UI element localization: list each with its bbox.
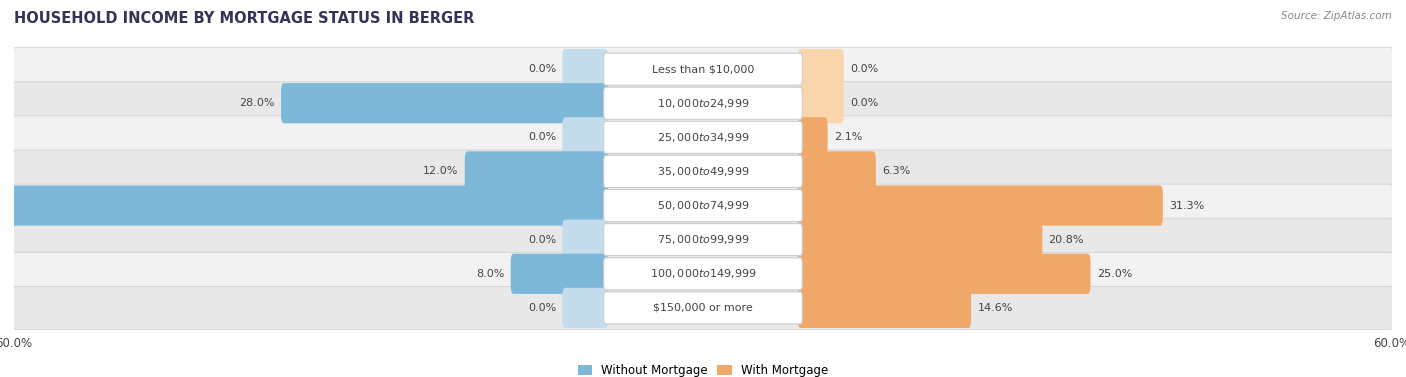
FancyBboxPatch shape [797, 288, 972, 328]
FancyBboxPatch shape [797, 219, 1042, 260]
FancyBboxPatch shape [603, 121, 803, 153]
Legend: Without Mortgage, With Mortgage: Without Mortgage, With Mortgage [578, 365, 828, 377]
Text: Less than $10,000: Less than $10,000 [652, 64, 754, 74]
Text: 25.0%: 25.0% [1097, 269, 1132, 279]
FancyBboxPatch shape [14, 82, 1392, 125]
Text: $50,000 to $74,999: $50,000 to $74,999 [657, 199, 749, 212]
Text: $10,000 to $24,999: $10,000 to $24,999 [657, 97, 749, 110]
Text: $35,000 to $49,999: $35,000 to $49,999 [657, 165, 749, 178]
Text: 0.0%: 0.0% [527, 303, 555, 313]
FancyBboxPatch shape [465, 151, 609, 192]
FancyBboxPatch shape [603, 292, 803, 324]
FancyBboxPatch shape [510, 254, 609, 294]
Text: 0.0%: 0.0% [527, 234, 555, 245]
FancyBboxPatch shape [797, 254, 1091, 294]
FancyBboxPatch shape [562, 288, 609, 328]
Text: 0.0%: 0.0% [851, 64, 879, 74]
Text: 0.0%: 0.0% [527, 64, 555, 74]
Text: Source: ZipAtlas.com: Source: ZipAtlas.com [1281, 11, 1392, 21]
Text: 20.8%: 20.8% [1049, 234, 1084, 245]
FancyBboxPatch shape [6, 185, 609, 226]
Text: $100,000 to $149,999: $100,000 to $149,999 [650, 267, 756, 280]
FancyBboxPatch shape [14, 48, 1392, 90]
Text: 14.6%: 14.6% [977, 303, 1012, 313]
FancyBboxPatch shape [603, 87, 803, 119]
Text: 0.0%: 0.0% [851, 98, 879, 108]
FancyBboxPatch shape [14, 116, 1392, 159]
FancyBboxPatch shape [797, 117, 828, 158]
Text: $150,000 or more: $150,000 or more [654, 303, 752, 313]
Text: 31.3%: 31.3% [1170, 201, 1205, 211]
Text: 8.0%: 8.0% [477, 269, 505, 279]
Text: HOUSEHOLD INCOME BY MORTGAGE STATUS IN BERGER: HOUSEHOLD INCOME BY MORTGAGE STATUS IN B… [14, 11, 474, 26]
FancyBboxPatch shape [603, 190, 803, 222]
FancyBboxPatch shape [603, 53, 803, 85]
FancyBboxPatch shape [562, 219, 609, 260]
FancyBboxPatch shape [797, 151, 876, 192]
FancyBboxPatch shape [14, 252, 1392, 295]
FancyBboxPatch shape [562, 117, 609, 158]
FancyBboxPatch shape [603, 155, 803, 187]
FancyBboxPatch shape [603, 224, 803, 256]
Text: $25,000 to $34,999: $25,000 to $34,999 [657, 131, 749, 144]
FancyBboxPatch shape [281, 83, 609, 123]
FancyBboxPatch shape [14, 287, 1392, 329]
FancyBboxPatch shape [797, 83, 844, 123]
FancyBboxPatch shape [797, 185, 1163, 226]
Text: $75,000 to $99,999: $75,000 to $99,999 [657, 233, 749, 246]
FancyBboxPatch shape [797, 49, 844, 89]
Text: 0.0%: 0.0% [527, 132, 555, 143]
FancyBboxPatch shape [14, 184, 1392, 227]
Text: 2.1%: 2.1% [834, 132, 862, 143]
FancyBboxPatch shape [14, 218, 1392, 261]
Text: 28.0%: 28.0% [239, 98, 274, 108]
Text: 12.0%: 12.0% [423, 166, 458, 176]
FancyBboxPatch shape [603, 258, 803, 290]
Text: 6.3%: 6.3% [882, 166, 910, 176]
FancyBboxPatch shape [562, 49, 609, 89]
FancyBboxPatch shape [14, 150, 1392, 193]
